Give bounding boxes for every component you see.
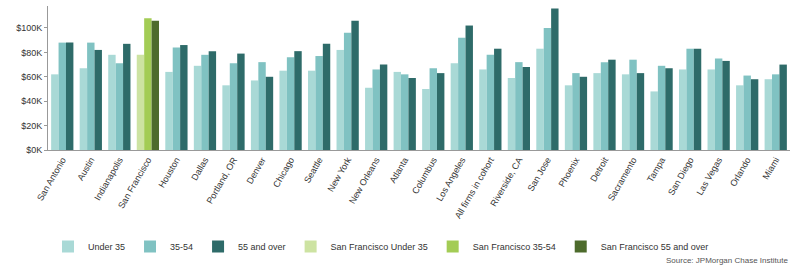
svg-text:Sacramento: Sacramento: [606, 156, 639, 203]
svg-text:San Francisco 35-54: San Francisco 35-54: [473, 242, 556, 252]
svg-text:Indianapolis: Indianapolis: [92, 155, 125, 202]
svg-text:$60K: $60K: [21, 72, 42, 82]
svg-text:New Orleans: New Orleans: [347, 155, 382, 205]
svg-text:San Francisco: San Francisco: [116, 156, 153, 211]
svg-text:Under 35: Under 35: [88, 242, 125, 252]
svg-text:$0K: $0K: [26, 145, 42, 155]
svg-text:Dallas: Dallas: [189, 155, 210, 182]
svg-text:Houston: Houston: [157, 156, 182, 190]
svg-text:Tampa: Tampa: [645, 156, 667, 184]
svg-text:Detroit: Detroit: [588, 155, 610, 183]
svg-text:San Francisco 55 and over: San Francisco 55 and over: [601, 242, 709, 252]
svg-text:Seattle: Seattle: [302, 156, 325, 185]
svg-text:35-54: 35-54: [170, 242, 193, 252]
svg-text:Atlanta: Atlanta: [388, 156, 411, 185]
svg-text:New York: New York: [326, 155, 354, 193]
svg-text:All firms in cohort: All firms in cohort: [453, 155, 496, 220]
svg-text:Los Angeles: Los Angeles: [434, 155, 467, 203]
svg-text:Orlando: Orlando: [728, 156, 753, 189]
svg-text:$40K: $40K: [21, 96, 42, 106]
svg-text:55 and over: 55 and over: [238, 242, 286, 252]
svg-text:San Jose: San Jose: [526, 156, 553, 194]
svg-text:Miami: Miami: [761, 156, 782, 182]
svg-text:Portland, OR: Portland, OR: [204, 155, 239, 205]
svg-text:Chicago: Chicago: [271, 156, 296, 190]
svg-text:Source: JPMorgan Chase Institu: Source: JPMorgan Chase Institute: [666, 256, 788, 265]
svg-text:Denver: Denver: [245, 156, 268, 186]
svg-text:Columbus: Columbus: [410, 155, 439, 196]
svg-text:San Antonio: San Antonio: [35, 156, 68, 203]
svg-text:San Diego: San Diego: [666, 156, 696, 197]
svg-text:$20K: $20K: [21, 121, 42, 131]
svg-text:San Francisco Under 35: San Francisco Under 35: [331, 242, 428, 252]
svg-text:Riverside, CA: Riverside, CA: [488, 156, 524, 209]
svg-text:Phoenix: Phoenix: [557, 155, 582, 189]
svg-text:Las Vegas: Las Vegas: [695, 155, 725, 197]
svg-text:$100K: $100K: [16, 23, 42, 33]
svg-text:$80K: $80K: [21, 48, 42, 58]
svg-text:Austin: Austin: [75, 156, 96, 183]
